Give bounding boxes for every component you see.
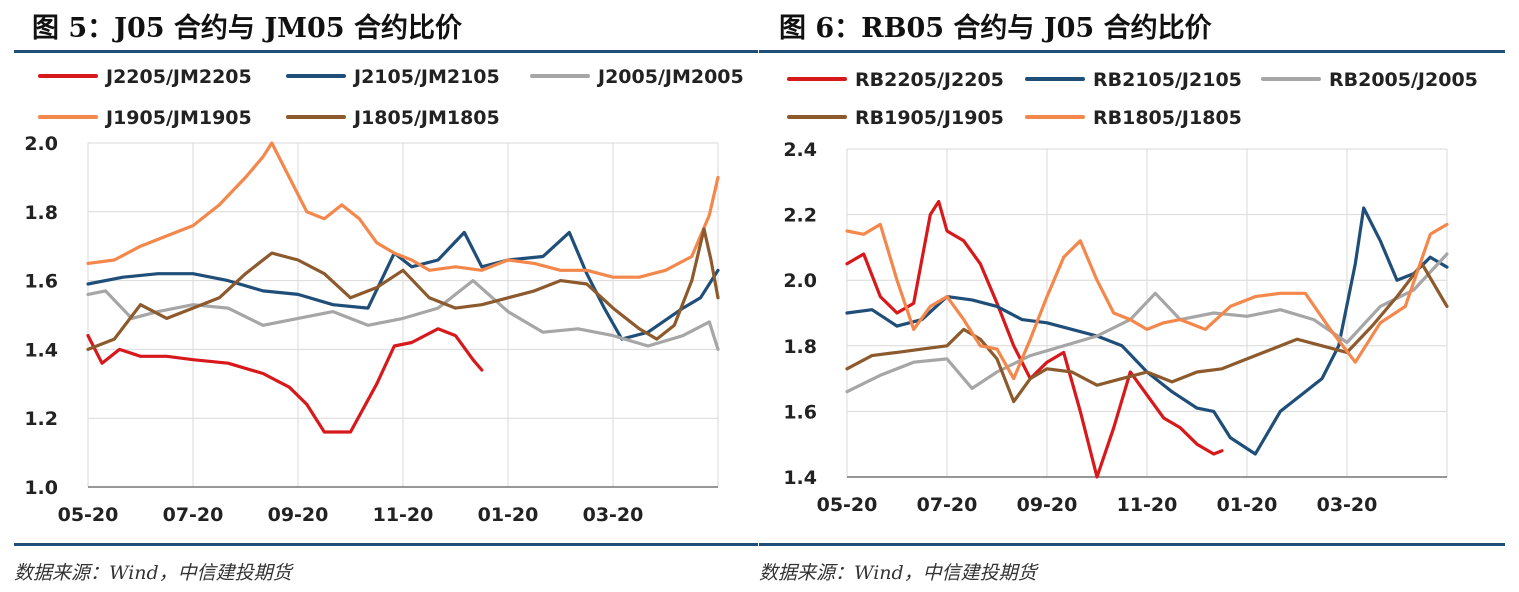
series-line-rb2105-j2105 [845,206,1449,456]
x-tick-label: 11-20 [1117,494,1178,516]
legend-label: RB1805/J1805 [1093,107,1242,129]
y-tick-label: 1.2 [24,408,58,430]
series-line-j2205-jm2205 [86,327,484,434]
series-line-j1805-jm1805 [86,227,720,351]
x-tick-label: 03-20 [583,504,644,526]
legend-label: RB2205/J2205 [855,69,1004,91]
legend-label: J2005/JM2005 [596,66,744,88]
series-line-rb2205-j2205 [845,199,1224,479]
legend-label: J1805/JM1805 [352,107,500,129]
y-tick-label: 1.4 [783,467,817,489]
legend-label: RB2105/J2105 [1093,69,1242,91]
x-tick-label: 09-20 [268,504,329,526]
series-line-j2005-jm2005 [86,279,720,351]
y-tick-label: 1.6 [24,271,58,293]
bottom-divider [14,543,758,546]
x-tick-label: 05-20 [817,494,878,516]
x-tick-label: 05-20 [58,504,119,526]
legend-label: RB1905/J1905 [855,107,1004,129]
figure-title: 图 5：J05 合约与 JM05 合约比价 [32,13,462,44]
figure-title: 图 6：RB05 合约与 J05 合约比价 [779,13,1212,44]
x-tick-label: 07-20 [163,504,224,526]
chart-rb05-j05: 1.4 1.6 1.8 2.0 2.2 2.4 05-20 07-20 09-20 11-20 01… [783,69,1478,516]
y-tick-label: 2.0 [783,270,817,292]
source-note: 数据来源：Wind，中信建投期货 [759,562,1037,584]
y-tick-label: 1.8 [783,336,817,358]
legend-label: J2205/JM2205 [104,66,252,88]
chart-j05-jm05: 1.0 1.2 1.4 1.6 1.8 2.0 05-20 07-20 09-20 11-20 01… [24,66,744,526]
y-tick-label: 1.4 [24,339,58,361]
legend-label: J1905/JM1905 [104,107,252,129]
figure-5-panel: 图 5：J05 合约与 JM05 合约比价 1.0 1.2 1.4 1.6 1.8 2.0… [0,0,758,592]
x-tick-label: 03-20 [1317,494,1378,516]
top-divider [759,50,1505,53]
source-note: 数据来源：Wind，中信建投期货 [14,562,292,584]
x-tick-label: 07-20 [917,494,978,516]
x-tick-label: 09-20 [1017,494,1078,516]
y-tick-label: 2.2 [783,205,817,227]
x-tick-label: 11-20 [373,504,434,526]
y-tick-label: 2.4 [783,139,817,161]
x-tick-label: 01-20 [1217,494,1278,516]
figure-6-panel: 图 6：RB05 合约与 J05 合约比价 1.4 1.6 1.8 2.0 2.2 2.4… [759,0,1519,592]
y-tick-label: 1.8 [24,202,58,224]
legend-label: J2105/JM2105 [352,66,500,88]
y-tick-label: 1.6 [783,401,817,423]
y-tick-label: 2.0 [24,133,58,155]
series-line-rb2005-j2005 [845,252,1449,394]
legend-label: RB2005/J2005 [1329,69,1478,91]
series-line-rb1905-j1905 [845,262,1449,404]
x-tick-label: 01-20 [478,504,539,526]
bottom-divider [759,543,1505,546]
series-line-j1905-jm1905 [86,141,720,279]
y-tick-label: 1.0 [24,477,58,499]
series-line-rb1805-j1805 [845,222,1449,381]
top-divider [14,50,758,53]
